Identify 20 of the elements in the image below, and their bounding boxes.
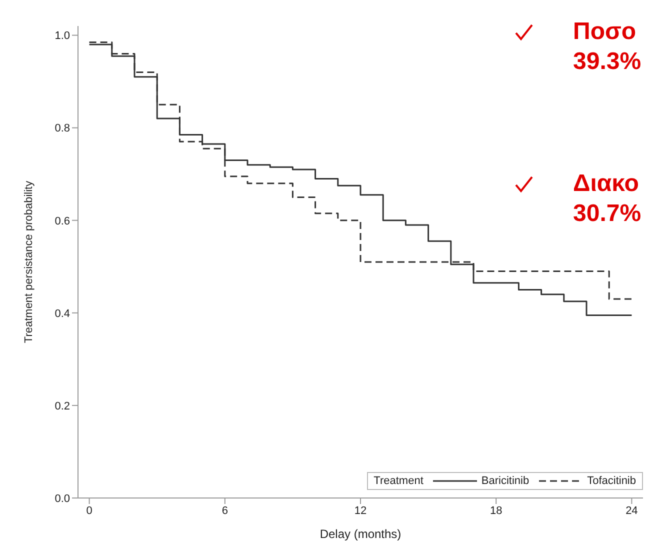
y-axis-title: Treatment persistance probability: [22, 180, 35, 344]
x-tick-label: 18: [490, 504, 502, 517]
legend-title: Treatment: [374, 475, 424, 487]
y-tick-label: 0.6: [54, 215, 70, 228]
x-tick-label: 6: [222, 504, 228, 517]
y-tick-label: 0.8: [54, 122, 70, 135]
annotation: Ποσο: [573, 18, 636, 46]
annotation: 39.3%: [573, 48, 642, 76]
annotation: Διακο: [573, 170, 639, 198]
y-tick-label: 1.0: [54, 30, 70, 42]
x-axis-title: Delay (months): [320, 527, 402, 541]
y-tick-label: 0.2: [54, 400, 70, 412]
x-tick-label: 0: [86, 504, 92, 517]
x-tick-label: 24: [626, 504, 638, 517]
legend-label: Baricitinib: [481, 475, 530, 487]
legend-label: Tofacitinib: [587, 475, 636, 487]
y-tick-label: 0.0: [54, 492, 70, 505]
annotation: 30.7%: [573, 200, 642, 228]
y-tick-label: 0.4: [54, 308, 70, 320]
x-tick-label: 12: [354, 504, 367, 517]
